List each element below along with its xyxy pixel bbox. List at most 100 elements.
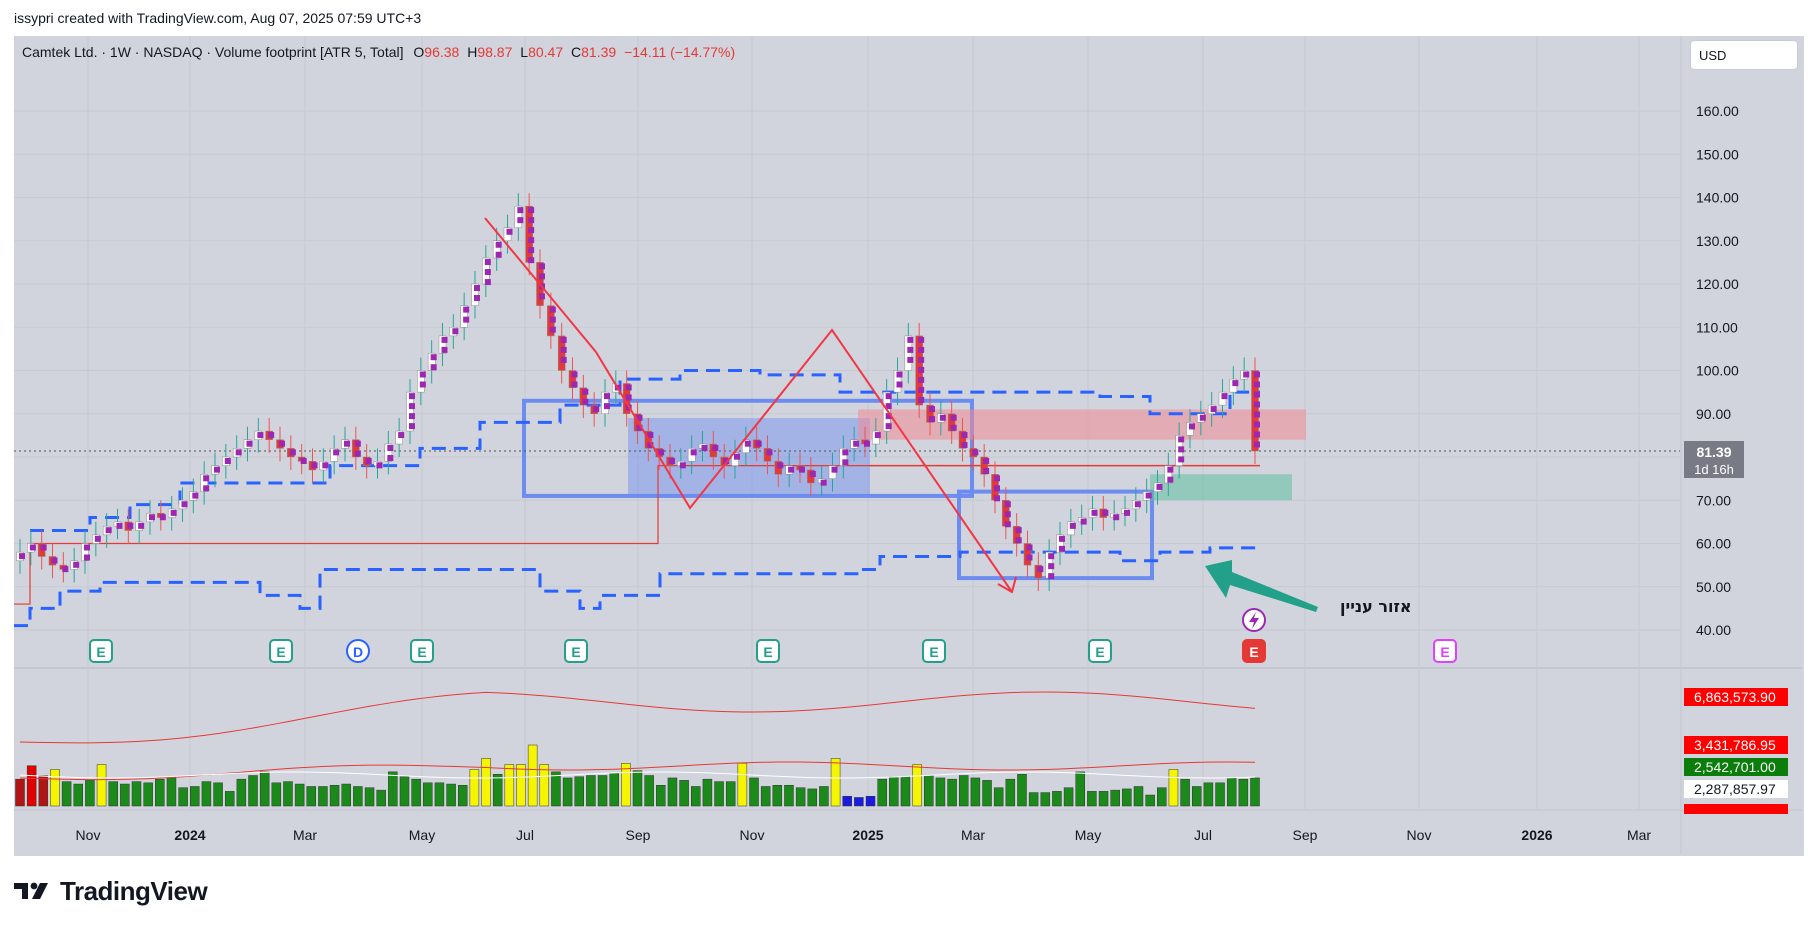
candle-body — [471, 283, 479, 306]
volume-badge-text: 2,542,701.00 — [1694, 759, 1776, 775]
symbol-title[interactable]: Camtek Ltd. · 1W · NASDAQ · Volume footp… — [22, 44, 404, 60]
volume-bar — [935, 777, 946, 807]
candle-body — [947, 413, 956, 432]
time-tick-label: Sep — [626, 827, 651, 843]
footprint-block — [918, 366, 925, 373]
volume-bar — [329, 785, 340, 807]
volume-badge-bg — [1684, 804, 1788, 814]
bottom-box — [957, 489, 1154, 581]
volume-bars — [15, 691, 1260, 807]
candle-body — [427, 352, 436, 371]
footprint-block — [896, 371, 903, 378]
footprint-block — [419, 371, 426, 378]
candle-body — [1251, 370, 1259, 452]
footprint-block — [387, 455, 394, 462]
footprint-block — [116, 522, 123, 529]
high-value: 98.87 — [477, 44, 513, 60]
footprint-block — [19, 553, 25, 560]
footprint-block — [105, 527, 112, 534]
footprint-block — [701, 445, 708, 452]
candle-body — [492, 240, 501, 259]
candle-body — [904, 335, 913, 371]
footprint-block — [517, 207, 524, 214]
volume-bar — [795, 787, 806, 807]
footprint-block — [1102, 509, 1109, 516]
footprint-block — [409, 423, 415, 430]
volume-bar — [551, 771, 561, 807]
footprint-block — [376, 462, 383, 469]
footprint-block — [1199, 414, 1206, 421]
time-tick-label: Mar — [1627, 827, 1651, 843]
footprint-block — [907, 336, 914, 343]
footprint-block — [1178, 456, 1185, 463]
footprint-block — [918, 346, 925, 353]
price-tick-label: 130.00 — [1696, 233, 1739, 249]
footprint-block — [885, 423, 892, 430]
footprint-block — [950, 424, 957, 431]
volume-bar — [854, 797, 864, 807]
price-tick-label: 40.00 — [1696, 622, 1731, 638]
volume-bar — [889, 776, 899, 807]
footprint-block — [354, 440, 361, 447]
footprint-block — [690, 449, 697, 456]
footprint-block — [961, 442, 968, 449]
footprint-block — [495, 241, 502, 248]
volume-bar — [155, 778, 165, 807]
footprint-block — [1048, 573, 1055, 580]
footprint-block — [549, 316, 556, 323]
footprint-block — [961, 432, 968, 439]
footprint-block — [539, 263, 545, 270]
close-label: C — [571, 44, 582, 60]
tradingview-logo[interactable]: TradingView — [14, 876, 208, 906]
volume-bar — [481, 758, 491, 807]
volume-bar — [26, 765, 37, 807]
volume-bar — [1215, 782, 1225, 807]
currency-selector[interactable]: USD — [1690, 40, 1798, 70]
volume-bar — [73, 783, 84, 807]
volume-bar — [900, 776, 911, 807]
volume-bar — [562, 777, 573, 807]
footprint-block — [268, 432, 275, 439]
volume-bar — [457, 785, 468, 807]
footprint-block — [1059, 535, 1065, 542]
footprint-block — [1015, 527, 1022, 534]
price-tick-label: 100.00 — [1696, 363, 1739, 379]
time-tick-label: Mar — [961, 827, 985, 843]
footprint-block — [484, 259, 491, 266]
footprint-block — [365, 458, 372, 464]
volume-bar — [807, 788, 818, 807]
time-scale[interactable] — [14, 810, 1680, 854]
change-value: −14.11 (−14.77%) — [624, 44, 736, 60]
volume-bar — [96, 764, 107, 807]
footprint-block — [571, 371, 578, 378]
volume-bar — [621, 763, 631, 807]
symbol-legend[interactable]: Camtek Ltd. · 1W · NASDAQ · Volume footp… — [22, 44, 735, 60]
volume-bar — [609, 772, 619, 807]
green-support-zone — [1150, 474, 1292, 501]
footprint-block — [1134, 501, 1141, 508]
footprint-block — [734, 453, 740, 460]
earnings-marker — [756, 639, 780, 663]
volume-bar — [1180, 778, 1190, 807]
price-scale[interactable] — [1681, 36, 1802, 809]
candle-body — [958, 430, 967, 449]
footprint-block — [398, 432, 405, 439]
footprint-block — [560, 356, 567, 363]
volume-bar — [1028, 792, 1039, 807]
footprint-block — [539, 273, 545, 280]
time-tick-label: Jul — [516, 827, 534, 843]
footprint-block — [983, 468, 990, 474]
volume-bar — [294, 783, 305, 807]
footprint-block — [1243, 371, 1250, 378]
footprint-block — [322, 462, 329, 469]
volume-bar — [842, 795, 852, 807]
footprint-block — [636, 414, 643, 421]
footprint-block — [1059, 545, 1065, 552]
footprint-block — [809, 470, 816, 477]
last-price-badge — [1684, 441, 1744, 478]
footprint-block — [62, 566, 69, 573]
footprint-block — [1178, 436, 1185, 443]
footprint-block — [257, 432, 264, 439]
volume-bar — [760, 786, 771, 807]
